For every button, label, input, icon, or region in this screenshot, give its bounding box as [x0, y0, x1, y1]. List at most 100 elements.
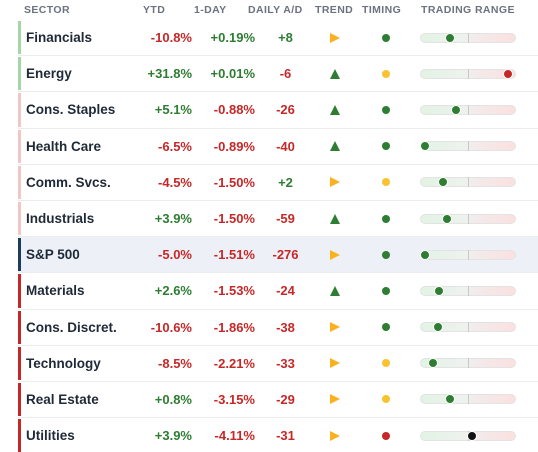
trading-range-midline: [468, 358, 469, 369]
daily-ad-value: -276: [272, 247, 299, 263]
timing-cell: [376, 273, 396, 308]
trading-range-marker: [445, 32, 456, 43]
table-row[interactable]: Utilities +3.9% -4.11% -31: [18, 418, 538, 452]
flat-right-arrow-icon: [330, 322, 340, 333]
sector-name: Health Care: [26, 138, 102, 154]
up-arrow-icon: [330, 213, 340, 224]
trading-range-cell: [420, 310, 516, 345]
trading-range-marker: [502, 68, 513, 79]
table-row[interactable]: Technology -8.5% -2.21% -33: [18, 346, 538, 382]
trend-cell: [324, 237, 346, 272]
trading-range-track: [420, 358, 516, 369]
row-indicator-bar: [18, 238, 21, 272]
ytd-value: -4.5%: [158, 174, 192, 190]
one-day-value: +0.19%: [210, 30, 255, 46]
table-row[interactable]: Comm. Svcs. -4.5% -1.50% +2: [18, 165, 538, 201]
trend-cell: [324, 165, 346, 200]
trading-range-marker: [442, 213, 453, 224]
trend-cell: [324, 92, 346, 127]
daily-ad-value: -6: [279, 66, 292, 82]
trading-range-track: [419, 141, 516, 152]
table-row[interactable]: Cons. Discret. -10.6% -1.86% -38: [18, 310, 538, 346]
sector-name: Energy: [26, 66, 72, 82]
trading-range-cell: [420, 165, 516, 200]
timing-cell: [376, 237, 396, 272]
trading-range-marker: [437, 177, 448, 188]
timing-cell: [376, 165, 396, 200]
table-row[interactable]: Real Estate +0.8% -3.15% -29: [18, 382, 538, 419]
header-ytd: YTD: [143, 4, 166, 16]
trading-range-cell: [419, 237, 516, 272]
ytd-value: -8.5%: [158, 355, 192, 371]
one-day-value: -4.11%: [214, 428, 255, 444]
one-day-value: -1.51%: [213, 247, 255, 263]
flat-right-arrow-icon: [330, 430, 340, 441]
one-day-value: +0.01%: [210, 66, 255, 82]
ytd-value: -6.5%: [158, 138, 192, 154]
timing-dot-icon: [382, 69, 390, 78]
table-row[interactable]: S&P 500 -5.0% -1.51% -276: [18, 237, 538, 274]
ytd-value: -10.6%: [150, 319, 192, 335]
trading-range-midline: [468, 68, 469, 79]
trading-range-marker: [428, 358, 439, 369]
trading-range-track: [420, 285, 516, 296]
trend-cell: [324, 129, 346, 164]
trading-range-cell: [420, 92, 516, 127]
header-timing: TIMING: [362, 4, 402, 16]
one-day-value: -0.89%: [213, 138, 255, 154]
flat-right-arrow-icon: [330, 32, 340, 43]
table-row[interactable]: Health Care -6.5% -0.89% -40: [18, 129, 538, 165]
one-day-value: -1.50%: [213, 211, 255, 227]
daily-ad-value: -26: [276, 102, 295, 118]
flat-right-arrow-icon: [330, 358, 340, 369]
trading-range-track: [420, 394, 516, 405]
timing-cell: [376, 56, 396, 91]
trading-range-marker: [419, 141, 430, 152]
timing-dot-icon: [382, 323, 390, 332]
trading-range-cell: [420, 201, 516, 236]
timing-cell: [376, 382, 396, 417]
trading-range-cell: [420, 418, 516, 452]
trading-range-cell: [420, 382, 516, 417]
daily-ad-value: +2: [278, 174, 293, 190]
header-trend: TREND: [315, 4, 354, 16]
up-arrow-icon: [330, 285, 340, 296]
table-row[interactable]: Materials +2.6% -1.53% -24: [18, 273, 538, 310]
timing-dot-icon: [382, 178, 390, 187]
timing-cell: [376, 20, 396, 55]
daily-ad-value: -59: [276, 211, 295, 227]
table-row[interactable]: Industrials +3.9% -1.50% -59: [18, 201, 538, 238]
trading-range-cell: [420, 346, 516, 381]
trend-cell: [324, 20, 346, 55]
trading-range-midline: [468, 322, 469, 333]
table-row[interactable]: Cons. Staples +5.1% -0.88% -26: [18, 92, 538, 129]
trading-range-marker: [450, 104, 461, 115]
daily-ad-value: -38: [276, 319, 295, 335]
flat-right-arrow-icon: [330, 177, 340, 188]
flat-right-arrow-icon: [330, 394, 340, 405]
trading-range-midline: [468, 213, 469, 224]
row-indicator-bar: [18, 382, 21, 417]
timing-dot-icon: [382, 214, 390, 223]
row-indicator-bar: [18, 57, 21, 91]
sector-name: Financials: [26, 30, 93, 46]
daily-ad-value: -31: [276, 428, 295, 444]
row-indicator-bar: [18, 419, 21, 452]
timing-dot-icon: [382, 250, 390, 259]
row-indicator-bar: [18, 274, 21, 308]
sector-name: Cons. Staples: [26, 102, 116, 118]
trend-cell: [324, 56, 346, 91]
ytd-value: +3.9%: [154, 211, 192, 227]
timing-cell: [376, 201, 396, 236]
table-row[interactable]: Energy +31.8% +0.01% -6: [18, 56, 538, 93]
ytd-value: +0.8%: [154, 391, 192, 407]
trading-range-cell: [419, 129, 516, 164]
daily-ad-value: -33: [276, 355, 295, 371]
ytd-value: +31.8%: [147, 66, 192, 82]
table-row[interactable]: Financials -10.8% +0.19% +8: [18, 20, 538, 57]
trading-range-track: [420, 177, 516, 188]
trading-range-marker: [466, 430, 477, 441]
trading-range-track: [419, 249, 516, 260]
daily-ad-value: -29: [276, 391, 295, 407]
ytd-value: +3.9%: [154, 428, 192, 444]
